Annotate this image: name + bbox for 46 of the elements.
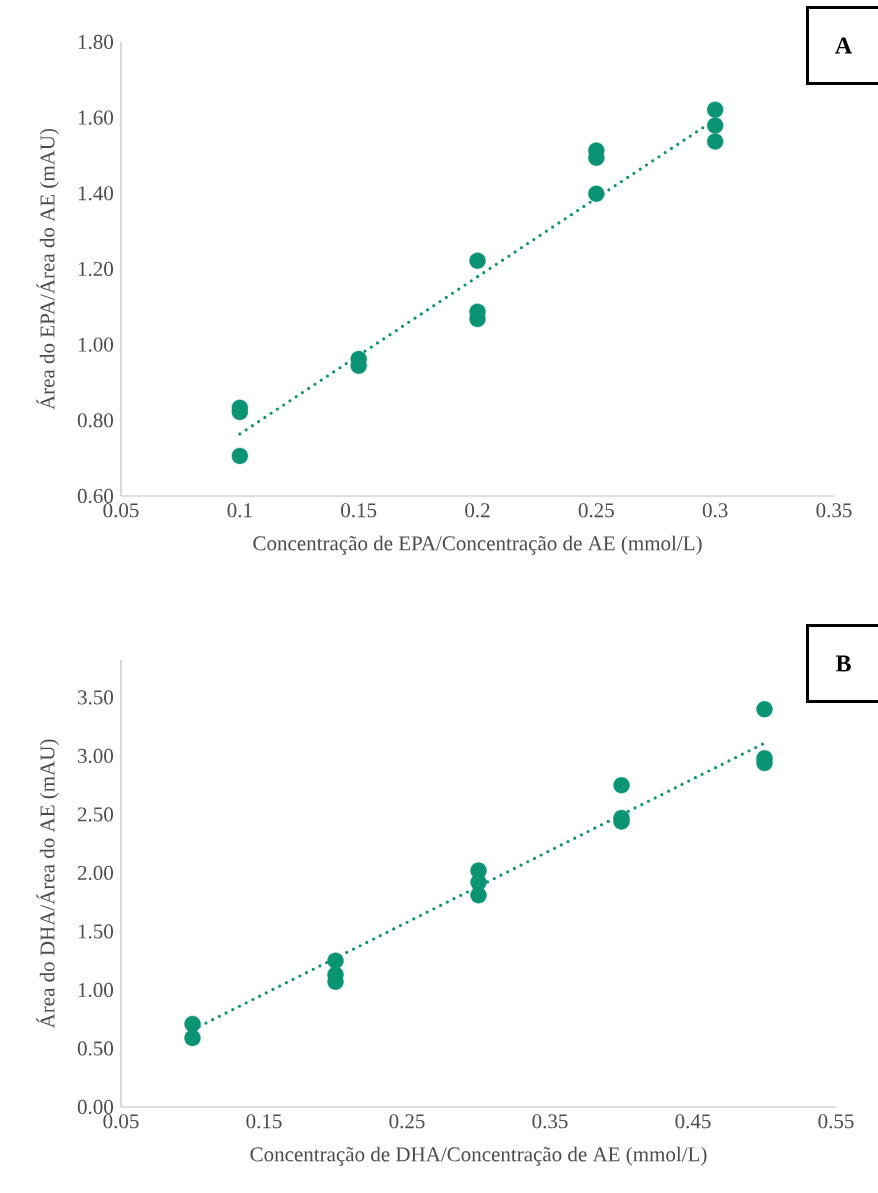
y-tick-label: 1.20 xyxy=(78,261,114,277)
x-tick-label: 0.35 xyxy=(532,1114,568,1129)
x-tick-label: 0.15 xyxy=(246,1114,282,1129)
y-axis-title: Área do DHA/Área do AE (mAU) xyxy=(36,739,59,1029)
x-tick-label: 0.3 xyxy=(702,503,728,518)
point xyxy=(469,252,486,269)
x-tick-label: 0.05 xyxy=(103,1114,139,1129)
y-tick-label: 2.00 xyxy=(77,865,114,881)
point xyxy=(706,133,724,150)
x-tick-label: 0.15 xyxy=(341,503,377,518)
point xyxy=(470,887,487,904)
point xyxy=(756,700,773,718)
y-axis-title: Área do EPA/Área do AE (mAU) xyxy=(36,128,59,410)
y-tick-label: 3.50 xyxy=(78,690,114,705)
x-tick-label: 0.25 xyxy=(389,1114,425,1129)
annotation: B xyxy=(835,655,851,672)
x-tick-label: 0.35 xyxy=(816,503,852,518)
x-tick-label: 0.2 xyxy=(465,503,490,518)
text: A xyxy=(835,37,852,54)
point xyxy=(613,777,630,794)
x-tick-label: 0.25 xyxy=(578,503,614,518)
y-tick-label: 1.50 xyxy=(78,924,114,939)
point xyxy=(706,101,724,118)
x-axis-title: Concentração de DHA/Concentração de AE (mmol/L) xyxy=(250,1146,707,1166)
y-tick-label: 0.80 xyxy=(77,413,114,428)
x-tick-label: 0.55 xyxy=(818,1114,854,1129)
point xyxy=(184,1015,201,1033)
y-tick-label: 0.00 xyxy=(77,1099,114,1115)
x-tick-label: 0.1 xyxy=(227,503,252,518)
x-tick-label: 0.05 xyxy=(103,503,139,518)
x-tick-label: 0.45 xyxy=(675,1114,711,1129)
y-tick-label: 3.00 xyxy=(78,748,114,764)
y-tick-label: 1.80 xyxy=(78,34,114,50)
point xyxy=(327,952,344,969)
y-tick-label: 1.40 xyxy=(78,186,114,201)
x-axis-title: Concentração de EPA/Concentração de AE (mmol/L) xyxy=(253,535,702,555)
y-tick-label: 1.00 xyxy=(78,337,114,352)
y-tick-label: 1.00 xyxy=(78,982,114,998)
y-tick-label: 1.60 xyxy=(78,110,114,125)
point xyxy=(184,1029,201,1047)
point xyxy=(588,185,605,202)
point xyxy=(706,117,724,134)
point xyxy=(231,447,249,465)
y-tick-label: 2.50 xyxy=(77,807,114,822)
y-tick-label: 0.60 xyxy=(77,488,114,504)
y-tick-label: 0.50 xyxy=(77,1041,114,1056)
